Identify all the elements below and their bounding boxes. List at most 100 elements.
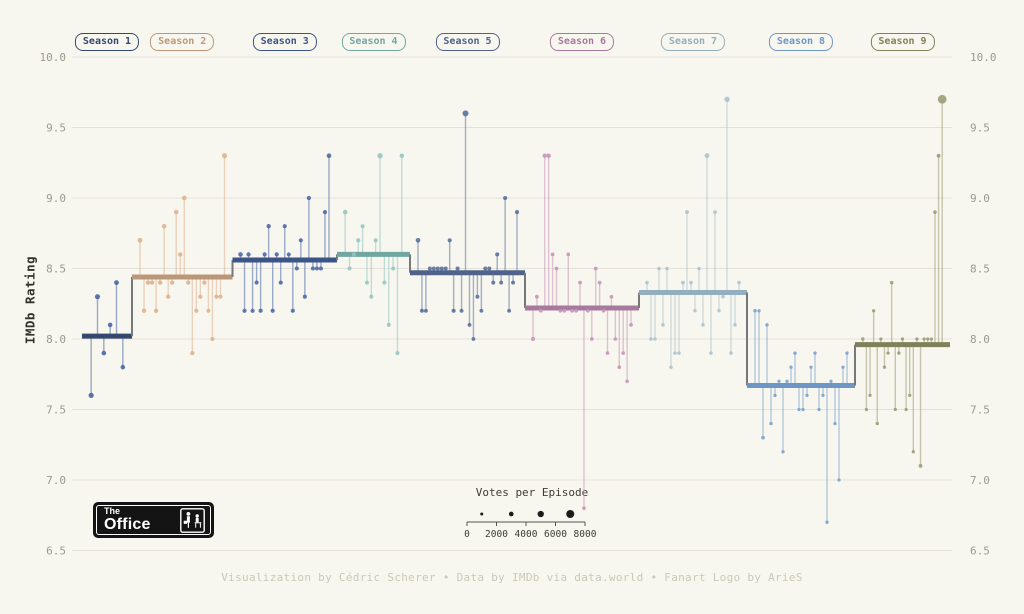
episode-dot: [753, 309, 757, 313]
episode-dot: [713, 210, 717, 214]
episode-dot: [570, 308, 575, 313]
episode-dot: [270, 308, 275, 313]
episode-dot: [645, 280, 649, 285]
episode-dot: [546, 153, 551, 158]
episode-dot: [669, 365, 673, 369]
episode-dot: [893, 407, 897, 412]
episode-dot: [875, 421, 879, 426]
episode-dot: [190, 350, 195, 356]
episode-dot: [415, 237, 421, 243]
episode-dot: [491, 280, 496, 285]
episode-dot: [805, 393, 809, 398]
season-pill-2: Season 2: [150, 33, 215, 51]
episode-dot: [677, 351, 681, 355]
episode-dot: [793, 351, 797, 355]
episode-dot: [447, 238, 452, 243]
episode-dot: [258, 308, 263, 313]
episode-dot: [601, 308, 606, 313]
legend-tick-label: 6000: [544, 529, 567, 540]
episode-dot: [709, 351, 713, 355]
legend-size-dot: [480, 512, 484, 516]
episode-dot: [597, 280, 602, 285]
legend-size-dot: [508, 511, 514, 517]
episode-dot: [242, 308, 247, 313]
episode-dot: [673, 351, 677, 355]
episode-dot: [455, 266, 460, 271]
episode-dot: [657, 266, 661, 271]
episode-dot: [531, 337, 535, 341]
episode-dot: [589, 337, 594, 341]
episode-dot: [649, 337, 653, 341]
episode-dot: [864, 407, 869, 412]
episode-dot: [443, 266, 448, 271]
episode-dot: [101, 350, 107, 356]
season-pill-6: Season 6: [549, 33, 615, 51]
episode-dot: [889, 280, 894, 285]
episode-dot: [621, 351, 626, 355]
episode-dot: [314, 266, 319, 271]
episode-dot: [578, 280, 582, 285]
episode-dot: [653, 337, 657, 341]
episode-dot: [250, 308, 255, 313]
episode-dot: [439, 266, 444, 271]
episode-dot: [88, 392, 94, 399]
episode-dot: [298, 238, 303, 243]
episode-dot: [360, 224, 365, 229]
legend-size-dot: [537, 510, 544, 518]
season-pill-8: Season 8: [768, 33, 834, 51]
episode-dot: [908, 393, 912, 398]
episode-dot: [765, 323, 769, 327]
episode-dot: [475, 294, 480, 299]
episode-dot: [617, 365, 622, 370]
episode-dot: [936, 153, 941, 158]
episode-dot: [911, 450, 915, 454]
episode-dot: [278, 280, 283, 285]
episode-dot: [724, 96, 730, 103]
episode-dot: [495, 252, 500, 257]
episode-dot: [503, 195, 508, 201]
episode-dot: [809, 365, 813, 369]
episode-dot: [290, 308, 295, 313]
episode-dot: [777, 379, 781, 383]
episode-dot: [613, 337, 618, 341]
episode-dot: [550, 252, 555, 257]
episode-dot: [141, 308, 147, 314]
episode-dot: [266, 224, 271, 229]
episode-dot: [845, 351, 849, 355]
episode-dot: [399, 153, 405, 158]
episode-dot: [206, 308, 211, 313]
y-tick-label-right: 7.5: [970, 404, 990, 417]
episode-dot: [499, 280, 504, 285]
episode-dot: [721, 294, 725, 299]
episode-dot: [471, 337, 476, 341]
episode-dot: [904, 407, 908, 412]
episode-dot: [318, 266, 323, 271]
episode-dot: [161, 223, 167, 229]
episode-dot: [558, 308, 563, 313]
episode-dot: [238, 252, 243, 257]
episode-dot: [534, 294, 539, 299]
episode-dot: [507, 308, 512, 313]
episode-dot: [137, 237, 143, 243]
episode-dot: [829, 379, 833, 383]
episode-dot: [841, 365, 845, 369]
episode-dot: [801, 407, 805, 412]
episode-dot: [218, 294, 223, 299]
episode-dot: [221, 153, 228, 159]
logo-word-office: Office: [104, 516, 151, 533]
y-tick-label-right: 10.0: [970, 51, 997, 64]
episode-dot: [542, 153, 547, 158]
episode-dot: [153, 308, 159, 313]
votes-legend-title: Votes per Episode: [475, 486, 589, 499]
logo-text: The Office: [104, 507, 151, 533]
season-pill-3: Season 3: [252, 33, 317, 51]
episode-dot: [586, 308, 590, 313]
episode-dot: [837, 478, 841, 482]
episode-dot: [186, 280, 191, 285]
logo-frame: The Office: [96, 505, 211, 535]
episode-dot: [879, 337, 883, 341]
episode-dot: [364, 280, 369, 285]
y-tick-label-left: 8.0: [46, 333, 66, 346]
